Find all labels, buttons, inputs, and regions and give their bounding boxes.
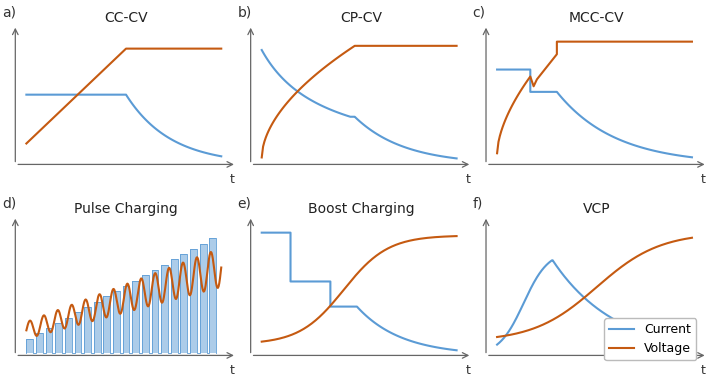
Title: VCP: VCP	[583, 202, 610, 216]
Text: t: t	[465, 364, 470, 377]
Text: d): d)	[2, 196, 16, 210]
Text: b): b)	[237, 5, 252, 19]
Title: Pulse Charging: Pulse Charging	[74, 202, 178, 216]
Text: c): c)	[473, 5, 486, 19]
Text: e): e)	[237, 196, 251, 210]
Text: t: t	[465, 173, 470, 186]
Text: a): a)	[2, 5, 16, 19]
Text: t: t	[701, 173, 705, 186]
Title: Boost Charging: Boost Charging	[308, 202, 415, 216]
Text: t: t	[230, 173, 235, 186]
Text: t: t	[230, 364, 235, 377]
Title: CP-CV: CP-CV	[340, 11, 382, 25]
Text: f): f)	[473, 196, 483, 210]
Text: t: t	[701, 364, 705, 377]
Legend: Current, Voltage: Current, Voltage	[604, 318, 696, 361]
Title: MCC-CV: MCC-CV	[569, 11, 625, 25]
Polygon shape	[26, 238, 216, 353]
Title: CC-CV: CC-CV	[104, 11, 148, 25]
